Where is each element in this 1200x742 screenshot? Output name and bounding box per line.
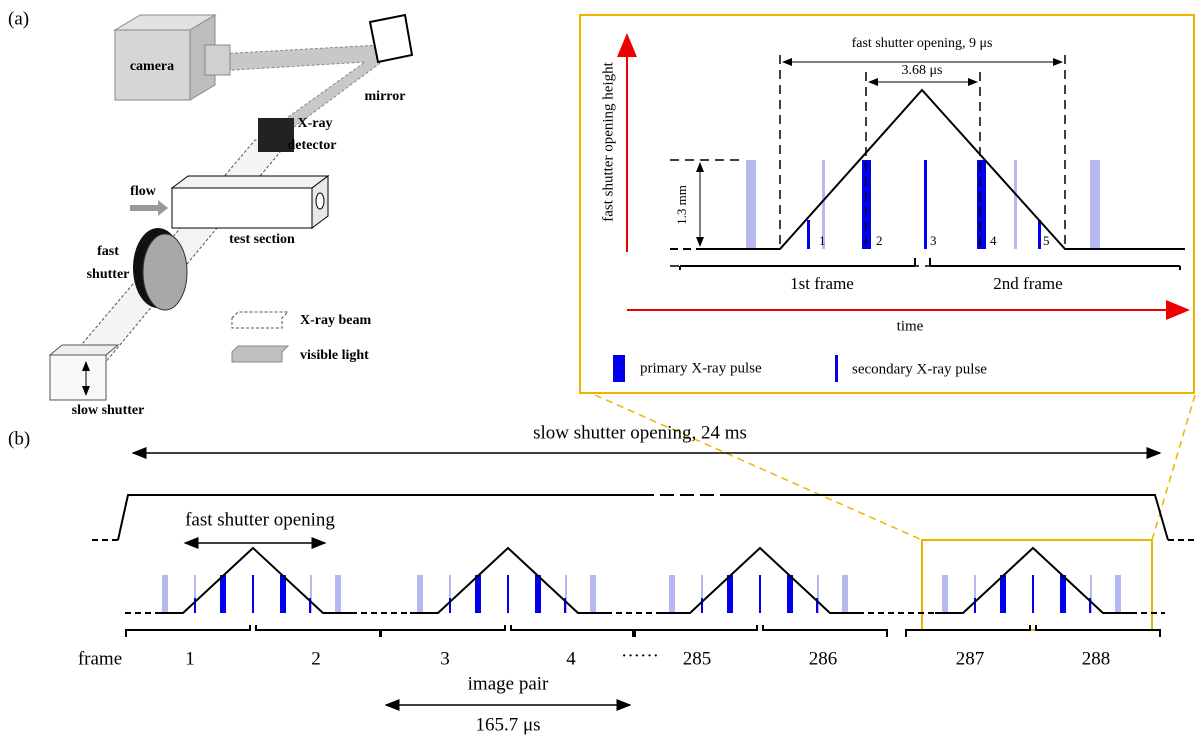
shutter-trace <box>935 546 1131 614</box>
secondary-pulse <box>1032 575 1034 613</box>
primary-pulse <box>1000 575 1006 613</box>
frame-label: 2nd frame <box>993 274 1062 293</box>
primary-pulse <box>220 575 226 613</box>
pulse <box>565 575 567 613</box>
pulse-number: 1 <box>819 233 826 248</box>
pulse-number: 3 <box>930 233 937 248</box>
pulse-number: 4 <box>990 233 997 248</box>
panel-label: (a) <box>8 8 29 29</box>
secondary-pulse <box>309 598 311 613</box>
frame-number: 2 <box>311 648 321 669</box>
pulse <box>701 575 703 613</box>
secondary-pulse <box>1089 598 1091 613</box>
annotation: slow shutter opening, 24 ms <box>533 422 747 443</box>
primary-pulse <box>727 575 733 613</box>
legend-label: primary X-ray pulse <box>640 360 762 376</box>
frame-bracket <box>905 625 1161 637</box>
pulse <box>590 575 596 613</box>
pulse <box>842 575 848 613</box>
panel-b: (b) slow shutter opening, 24 ms fast shu… <box>8 422 1196 735</box>
primary-pulse <box>535 575 541 613</box>
pulse <box>194 575 196 613</box>
primary-pulse <box>280 575 286 613</box>
pulse <box>817 575 819 613</box>
pulse-number: 2 <box>876 233 883 248</box>
pulse <box>974 575 976 613</box>
pulse <box>335 575 341 613</box>
secondary-pulse <box>507 575 509 613</box>
pulse <box>417 575 423 613</box>
annotation: 1.3 mm <box>674 185 689 225</box>
primary-pulse <box>475 575 481 613</box>
axis-title: time <box>897 318 924 334</box>
secondary-pulse <box>564 598 566 613</box>
secondary-pulse <box>974 598 976 613</box>
annotation: fast shutter opening <box>185 509 335 530</box>
pulse <box>1090 575 1092 613</box>
frame-number: 286 <box>809 648 838 669</box>
inset: fast shutter opening height time fast sh… <box>579 14 1195 394</box>
axis-title: fast shutter opening height <box>600 61 616 221</box>
annotation: 3.68 μs <box>902 63 943 78</box>
pulse <box>310 575 312 613</box>
pulse <box>162 575 168 613</box>
label: X-ray <box>298 116 333 131</box>
primary-pulse <box>787 575 793 613</box>
pulse <box>1115 575 1121 613</box>
secondary-pulse <box>759 575 761 613</box>
label: detector <box>288 138 337 153</box>
secondary-pulse <box>816 598 818 613</box>
pulse <box>449 575 451 613</box>
frame-number: 288 <box>1082 648 1111 669</box>
label: test section <box>229 232 295 247</box>
panel-label: (b) <box>8 428 30 449</box>
secondary-pulse <box>194 598 196 613</box>
annotation: 165.7 μs <box>475 714 540 735</box>
frame-number: 1 <box>185 648 195 669</box>
pulse-number: 5 <box>1043 233 1050 248</box>
secondary-pulse <box>701 598 703 613</box>
pulse <box>669 575 675 613</box>
label: camera <box>130 59 174 74</box>
axis-title: frame <box>78 648 122 669</box>
pulse <box>942 575 948 613</box>
frame-bracket <box>632 625 888 637</box>
frame-number: 4 <box>566 648 576 669</box>
label: slow shutter <box>72 403 145 418</box>
shutter-trace <box>410 546 606 614</box>
secondary-pulse <box>252 575 254 613</box>
frame-label: 1st frame <box>790 274 854 293</box>
label: fast <box>97 244 119 259</box>
frame-number: 3 <box>440 648 450 669</box>
frame-bracket <box>125 625 381 637</box>
frame-bracket <box>380 625 636 637</box>
legend-label: visible light <box>300 348 369 363</box>
shutter-trace <box>155 546 351 614</box>
annotation: image pair <box>468 673 549 694</box>
ellipsis: ······ <box>621 645 659 666</box>
label: mirror <box>365 89 406 104</box>
frame-number: 285 <box>683 648 712 669</box>
setup-schematic: camera mirror X-ray detector test sectio… <box>48 13 414 418</box>
label: shutter <box>87 267 130 282</box>
shutter-trace <box>662 546 858 614</box>
label: flow <box>130 184 157 199</box>
legend-label: X-ray beam <box>300 313 371 328</box>
primary-pulse <box>1060 575 1066 613</box>
legend-label: secondary X-ray pulse <box>852 361 987 377</box>
frame-number: 287 <box>956 648 985 669</box>
annotation: fast shutter opening, 9 μs <box>852 36 993 51</box>
secondary-pulse <box>449 598 451 613</box>
